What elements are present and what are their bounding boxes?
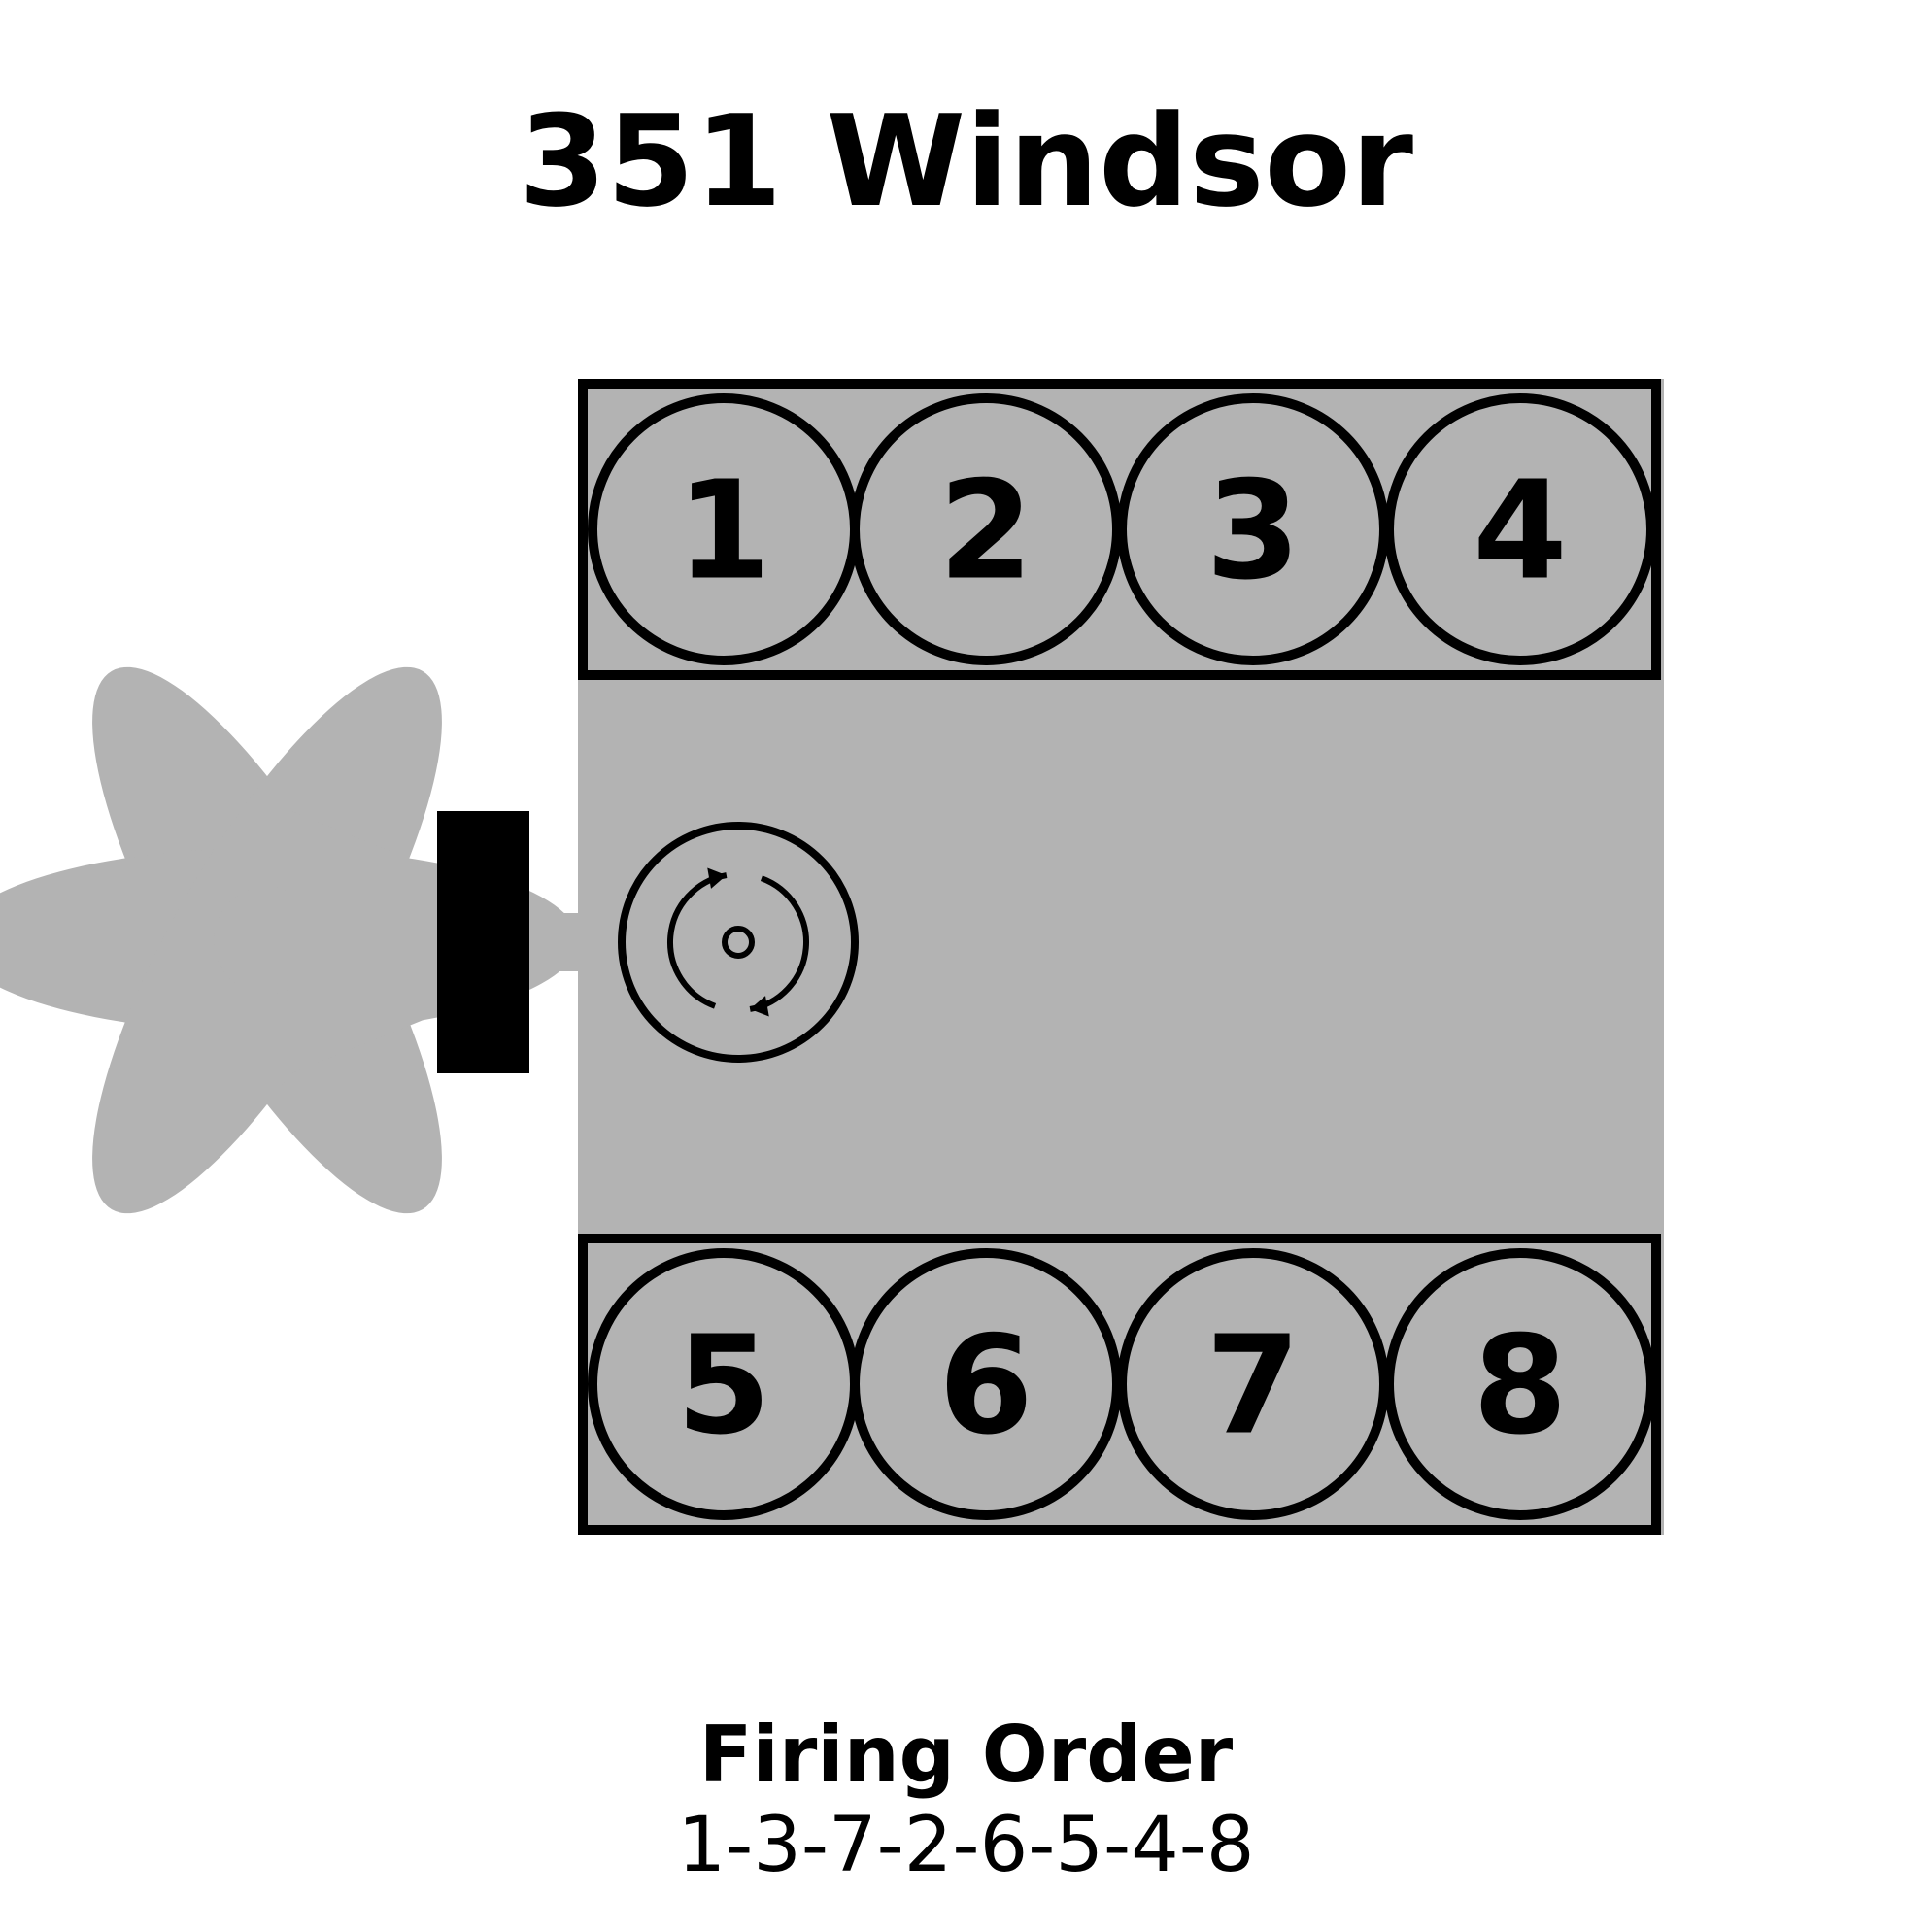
cylinder-label: 8 — [1473, 1307, 1567, 1466]
cylinder-label: 6 — [938, 1307, 1033, 1466]
firing-order-label: Firing Order — [0, 1710, 1932, 1800]
cylinder-label: 2 — [938, 453, 1033, 611]
firing-order-value: 1-3-7-2-6-5-4-8 — [0, 1802, 1932, 1889]
cylinder-label: 1 — [676, 453, 770, 611]
cylinder-label: 7 — [1205, 1307, 1300, 1466]
diagram-canvas: 351 Windsor 12345678 Firing Order 1-3-7-… — [0, 0, 1932, 1932]
distributor-cap-circle — [622, 826, 855, 1059]
cylinder-label: 3 — [1205, 453, 1300, 611]
bottom-bank: 5 6 7 8 — [583, 1238, 1656, 1530]
cylinder-label: 5 — [676, 1307, 770, 1466]
top-bank: 1 2 3 4 — [583, 384, 1656, 675]
cylinder-label: 4 — [1473, 453, 1567, 611]
engine-diagram-svg: 1 2 3 4 5 6 7 8 — [0, 0, 1932, 1932]
distributor-cap — [622, 826, 855, 1059]
distributor-band — [437, 811, 529, 1073]
